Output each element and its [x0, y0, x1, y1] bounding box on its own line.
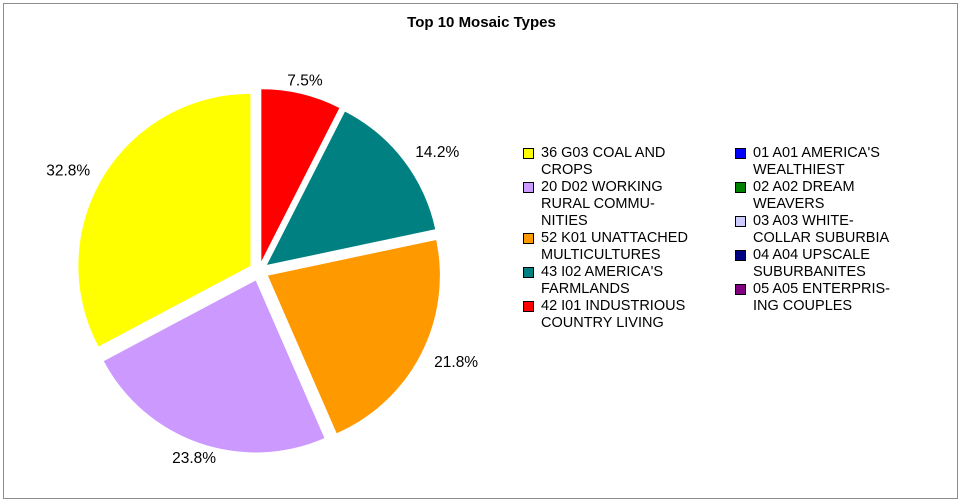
- pie-slice-2: [266, 111, 436, 265]
- pie-slice-5: [78, 93, 251, 347]
- legend-right-item-5: 05 A05 ENTERPRIS- ING COUPLES: [735, 281, 947, 315]
- legend-label: 36 G03 COAL AND CROPS: [541, 145, 666, 178]
- legend-swatch: [523, 182, 534, 193]
- legend-swatch: [523, 267, 534, 278]
- legend-left-item-2: 20 D02 WORKING RURAL COMMU- NITIES: [523, 179, 735, 230]
- legend-swatch: [735, 250, 746, 261]
- legend-label: 03 A03 WHITE- COLLAR SUBURBIA: [753, 213, 890, 246]
- chart-title: Top 10 Mosaic Types: [407, 14, 556, 31]
- pie-slice-label-1: 7.5%: [287, 72, 323, 89]
- pie-slice-1: [261, 89, 340, 262]
- legend-left-item-3: 52 K01 UNATTACHED MULTICULTURES: [523, 230, 735, 264]
- legend-left-item-4: 43 I02 AMERICA'S FARMLANDS: [523, 264, 735, 298]
- pie-slice-label-4: 23.8%: [172, 450, 216, 467]
- legend-swatch: [735, 182, 746, 193]
- legend-swatch: [523, 148, 534, 159]
- legend-right-item-4: 04 A04 UPSCALE SUBURBANITES: [735, 247, 947, 281]
- legend-label: 20 D02 WORKING RURAL COMMU- NITIES: [541, 179, 663, 229]
- legend-right-item-1: 01 A01 AMERICA'S WEALTHIEST: [735, 145, 947, 179]
- legend-swatch: [735, 284, 746, 295]
- legend-label: 04 A04 UPSCALE SUBURBANITES: [753, 247, 870, 280]
- legend-right-item-3: 03 A03 WHITE- COLLAR SUBURBIA: [735, 213, 947, 247]
- legend-column-left: 36 G03 COAL AND CROPS 20 D02 WORKING RURA…: [523, 145, 735, 332]
- legend-label: 52 K01 UNATTACHED MULTICULTURES: [541, 230, 688, 263]
- legend-label: 42 I01 INDUSTRIOUS COUNTRY LIVING: [541, 298, 686, 331]
- legend-column-right: 01 A01 AMERICA'S WEALTHIEST 02 A02 DREAM …: [735, 145, 947, 315]
- legend-swatch: [735, 148, 746, 159]
- legend-right-item-2: 02 A02 DREAM WEAVERS: [735, 179, 947, 213]
- legend-left-item-1: 36 G03 COAL AND CROPS: [523, 145, 735, 179]
- legend-swatch: [523, 301, 534, 312]
- pie-slice-3: [267, 239, 440, 434]
- pie-slice-4: [103, 280, 325, 453]
- legend-label: 01 A01 AMERICA'S WEALTHIEST: [753, 145, 880, 178]
- legend-left-item-5: 42 I01 INDUSTRIOUS COUNTRY LIVING: [523, 298, 735, 332]
- legend-label: 05 A05 ENTERPRIS- ING COUPLES: [753, 281, 890, 314]
- pie-slice-label-2: 14.2%: [415, 144, 459, 161]
- legend-swatch: [523, 233, 534, 244]
- legend-swatch: [735, 216, 746, 227]
- legend-label: 02 A02 DREAM WEAVERS: [753, 179, 855, 212]
- legend-label: 43 I02 AMERICA'S FARMLANDS: [541, 264, 664, 297]
- pie-slice-label-5: 32.8%: [46, 162, 90, 179]
- pie-slice-label-3: 21.8%: [434, 354, 478, 371]
